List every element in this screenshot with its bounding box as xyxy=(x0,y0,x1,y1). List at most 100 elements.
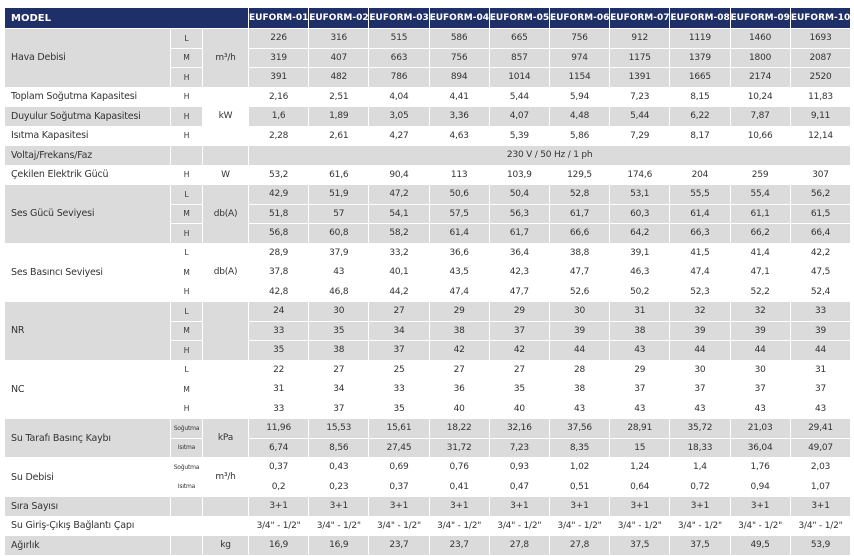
value-cell: 36,04 xyxy=(729,438,791,458)
value-cell: 61,4 xyxy=(428,223,490,244)
value-cell: 60,8 xyxy=(308,223,369,244)
value-cell: 8,15 xyxy=(669,87,730,107)
value-cell: 46,3 xyxy=(609,262,670,283)
value-cell: 29 xyxy=(428,301,490,322)
value-cell: 53,9 xyxy=(789,535,851,556)
value-cell: 34 xyxy=(308,379,369,400)
mode-cell: L xyxy=(170,301,203,322)
value-cell: 60,3 xyxy=(609,204,670,224)
value-cell: 0,72 xyxy=(669,477,730,497)
row-label: Sıra Sayısı xyxy=(4,496,171,517)
value-cell: 2,51 xyxy=(308,87,369,107)
value-cell: 30 xyxy=(669,360,730,380)
value-cell: 61,5 xyxy=(789,204,851,224)
value-cell: 12,14 xyxy=(789,126,851,146)
value-cell: 40 xyxy=(428,399,490,419)
row-label: Voltaj/Frekans/Faz xyxy=(4,145,171,166)
value-cell: 35,72 xyxy=(669,418,730,439)
value-cell: 4,07 xyxy=(488,106,550,127)
value-cell: 3/4" - 1/2" xyxy=(609,516,670,536)
mode-cell: M xyxy=(170,204,203,224)
value-cell: 3+1 xyxy=(548,496,610,517)
mode-cell xyxy=(170,496,203,517)
value-cell: 5,86 xyxy=(548,126,610,146)
row-label: Ağırlık xyxy=(4,535,171,556)
value-cell: 2174 xyxy=(729,67,791,88)
row-label: Su Tarafı Basınç Kaybı xyxy=(4,418,171,458)
value-cell: 0,37 xyxy=(247,457,309,478)
unit-cell: db(A) xyxy=(202,243,249,302)
value-cell: 37 xyxy=(789,379,851,400)
value-cell: 756 xyxy=(428,48,490,68)
value-cell: 27 xyxy=(428,360,490,380)
value-cell: 39 xyxy=(789,321,851,341)
value-cell: 4,27 xyxy=(368,126,430,146)
value-cell: 37 xyxy=(669,379,730,400)
value-cell: 27 xyxy=(488,360,550,380)
value-cell: 663 xyxy=(368,48,430,68)
value-cell: 3+1 xyxy=(308,496,369,517)
value-cell: 30 xyxy=(548,301,610,322)
value-cell: 1014 xyxy=(488,67,550,88)
value-cell: 66,2 xyxy=(729,223,791,244)
table-row: M 37,8 43 40,1 43,5 42,3 47,7 46,3 47,4 47,1 47,5 xyxy=(5,262,851,283)
value-cell: 43 xyxy=(669,399,730,419)
value-cell: 53,2 xyxy=(247,165,309,185)
value-cell: 31 xyxy=(789,360,851,380)
mode-cell: M xyxy=(170,321,203,341)
value-cell: 37,5 xyxy=(609,535,670,556)
value-cell: 58,2 xyxy=(368,223,430,244)
value-cell: 307 xyxy=(789,165,851,185)
value-cell: 1119 xyxy=(669,28,730,49)
value-cell: 38 xyxy=(428,321,490,341)
value-cell: 41,4 xyxy=(729,243,791,263)
table-row: NC L 22 27 25 27 27 28 29 30 30 31 xyxy=(4,360,851,419)
table-row: M 31 34 33 36 35 38 37 37 37 37 xyxy=(5,379,851,400)
table-row: Isıtma 0,2 0,23 0,37 0,41 0,47 0,51 0,64 0,72 0,9… xyxy=(5,477,851,497)
value-cell: 42 xyxy=(488,340,550,361)
table-row: M 319 407 663 756 857 974 1175 1379 1800 2087 xyxy=(5,48,851,68)
value-cell: 0,47 xyxy=(488,477,550,497)
row-label: Duyulur Soğutma Kapasitesi xyxy=(4,106,171,127)
value-cell: 9,11 xyxy=(789,106,851,127)
value-cell: 1,76 xyxy=(729,457,791,478)
model-name-header: EUFORM-09 xyxy=(729,8,791,29)
unit-cell: kg xyxy=(202,535,249,556)
spec-table-body: MODEL EUFORM-01 EUFORM-02 EUFORM-03 EUFORM-0… xyxy=(4,8,851,556)
value-cell: 32 xyxy=(669,301,730,322)
value-cell: 36,6 xyxy=(428,243,490,263)
value-cell: 37 xyxy=(308,399,369,419)
value-cell: 40 xyxy=(488,399,550,419)
value-cell: 24 xyxy=(247,301,309,322)
value-cell: 43 xyxy=(308,262,369,283)
unit-cell: m³/h xyxy=(202,28,249,88)
value-cell: 8,17 xyxy=(669,126,730,146)
value-cell: 42,2 xyxy=(789,243,851,263)
value-cell: 391 xyxy=(247,67,309,88)
table-row: Isıtma Kapasitesi H 2,28 2,61 4,27 4,63 5,39 5,… xyxy=(4,126,851,146)
value-cell: 38 xyxy=(548,379,610,400)
mode-cell: Soğutma xyxy=(170,457,203,478)
value-cell: 61,4 xyxy=(669,204,730,224)
value-cell: 44 xyxy=(789,340,851,361)
value-cell: 1,02 xyxy=(548,457,610,478)
value-cell: 316 xyxy=(308,28,369,49)
value-cell: 3+1 xyxy=(789,496,851,517)
value-cell: 28,9 xyxy=(247,243,309,263)
value-cell: 90,4 xyxy=(368,165,430,185)
value-cell: 1379 xyxy=(669,48,730,68)
unit-cell: kW xyxy=(202,87,249,146)
value-cell: 3,05 xyxy=(368,106,430,127)
value-cell: 5,44 xyxy=(488,87,550,107)
value-cell: 16,9 xyxy=(247,535,309,556)
unit-cell xyxy=(202,496,249,517)
value-cell: 2087 xyxy=(789,48,851,68)
value-cell: 25 xyxy=(368,360,430,380)
value-cell: 912 xyxy=(609,28,670,49)
value-cell: 27,8 xyxy=(548,535,610,556)
value-cell: 3/4" - 1/2" xyxy=(669,516,730,536)
value-cell: 0,43 xyxy=(308,457,369,478)
mode-cell: H xyxy=(170,87,203,107)
